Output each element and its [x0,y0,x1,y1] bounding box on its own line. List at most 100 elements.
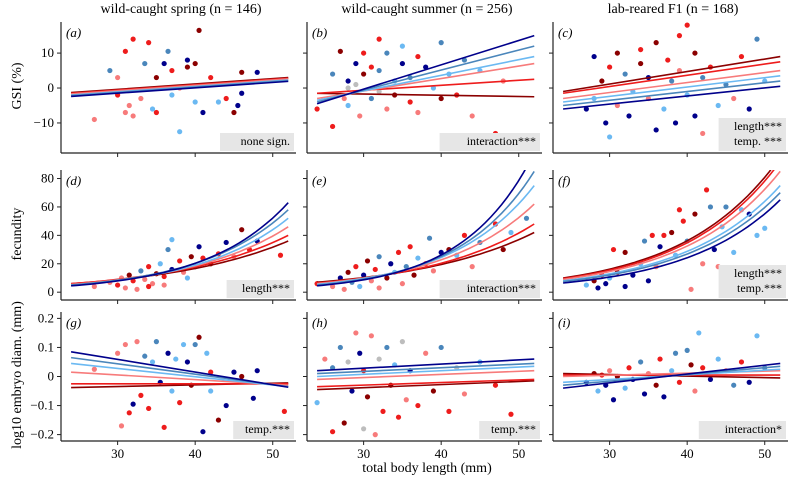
data-point [200,429,206,435]
data-point [430,268,437,274]
data-point [239,227,245,233]
panel-a: −10 0 10 (a) none sign. [34,22,296,157]
data-point [177,400,183,406]
data-point [676,379,683,385]
fit-line [70,362,289,388]
data-point [169,67,175,74]
panel-g: −0.2 −0.1 0 0.1 0.2 30 40 50 (g) temp.*** [30,310,296,461]
data-point [153,339,159,345]
data-point [657,244,663,250]
y-tick-label: 0 [48,284,55,299]
data-point [188,254,194,260]
data-point [657,356,663,362]
data-point [376,356,382,362]
data-point [376,88,382,95]
data-point [161,424,167,430]
plot-area [70,334,289,435]
data-point [653,40,659,46]
fit-line [71,202,289,287]
data-point [595,388,601,394]
data-point [738,53,745,60]
data-point [122,285,128,291]
data-point [357,283,363,290]
fit-line [563,185,781,282]
panel-b: (b) interaction*** [303,22,542,157]
fit-line [317,78,535,95]
data-point [122,48,128,54]
data-point [388,261,394,267]
data-point [438,40,444,46]
data-point [688,286,694,292]
data-point [149,359,156,365]
data-point [130,113,136,119]
data-point [231,109,237,116]
data-point [669,229,675,236]
data-point [364,394,371,400]
fit-line [562,69,781,100]
data-point [638,60,644,67]
data-point [711,246,717,253]
data-point [622,71,628,77]
data-point [754,232,760,238]
data-point [399,339,405,345]
x-tick-label: 30 [111,446,124,461]
data-point [461,391,468,397]
annotation-box [233,421,294,439]
data-point [399,60,405,67]
fit-line [70,351,289,389]
fit-line [563,199,781,284]
y-tick-label: −0.1 [30,398,54,413]
data-point [208,388,214,394]
data-point [177,129,183,135]
data-point [91,116,97,123]
panel-i: 30 40 50 (i) interaction* [549,312,788,461]
data-point [703,187,710,193]
data-point [130,36,136,42]
data-point [415,53,421,60]
data-point [641,238,648,244]
data-point [157,261,163,267]
fit-line [317,362,535,375]
data-point [731,95,737,102]
data-point [622,283,628,290]
data-point [138,392,144,398]
data-point [688,362,694,368]
data-point [665,57,671,63]
data-point [446,408,452,414]
data-point [130,401,136,407]
column-title-lab: lab-reared F1 (n = 168) [607,2,739,17]
annotation-box [479,421,540,439]
data-point [746,106,752,112]
data-point [700,261,706,267]
data-point [215,99,222,105]
data-point [680,218,686,224]
data-point [161,60,167,67]
data-point [368,278,374,284]
x-tick-label: 40 [681,446,694,461]
data-point [314,106,320,112]
data-point [208,369,214,375]
data-point [492,382,499,388]
data-point [614,50,620,56]
data-point [161,282,167,288]
data-point [165,350,171,356]
data-point [438,95,444,102]
data-point [438,344,444,351]
data-point [672,120,679,126]
y-tick-label: −10 [34,115,54,130]
data-point [607,134,613,140]
data-point [353,60,359,67]
data-point [118,423,125,429]
y-tick-label: 0 [48,80,55,95]
data-point [146,264,152,270]
data-point [626,365,632,371]
data-point [184,359,191,365]
data-point [368,95,374,102]
significance-annotation: length*** [734,266,782,280]
data-point [707,204,714,210]
plot-area [314,330,535,438]
annotation-box [718,118,786,151]
data-point [403,264,409,270]
data-point [603,120,609,126]
y-tick-label: 80 [41,171,54,186]
